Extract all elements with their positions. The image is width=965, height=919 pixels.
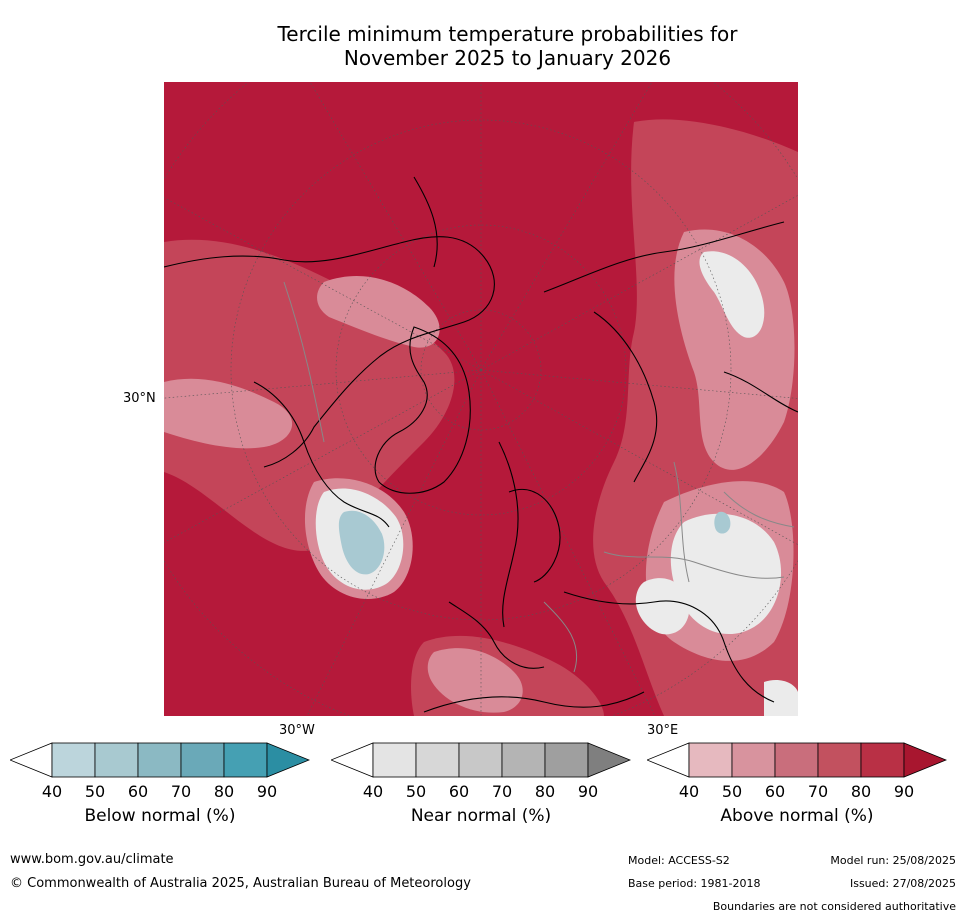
colorbar-extend-low [331, 742, 374, 778]
colorbar-segment [180, 742, 225, 778]
footer-disclaimer: Boundaries are not considered authoritat… [712, 900, 956, 913]
colorbar-above-label: Above normal (%) [720, 806, 874, 826]
colorbar-tick-label: 50 [84, 782, 106, 801]
lon-label-30w: 30°W [279, 723, 315, 738]
colorbar-tick-label: 80 [213, 782, 235, 801]
colorbar-extend-high [587, 742, 631, 778]
above-normal-light-region [164, 378, 293, 449]
below-normal-region [338, 510, 385, 575]
probability-map [164, 82, 798, 716]
near-normal-region [699, 251, 765, 338]
footer-url: www.bom.gov.au/climate [10, 852, 174, 867]
colorbar-near-label: Near normal (%) [410, 806, 552, 826]
colorbar-below-label: Below normal (%) [84, 806, 236, 826]
colorbar-extend-high [903, 742, 947, 778]
colorbar-near-svg [331, 742, 631, 778]
colorbar-segment [817, 742, 862, 778]
colorbar-segment [94, 742, 139, 778]
colorbar-tick-label: 60 [764, 782, 786, 801]
colorbar-extend-low [10, 742, 53, 778]
colorbar-segment [731, 742, 776, 778]
near-normal-region [635, 578, 690, 635]
colorbar-tick-label: 80 [534, 782, 556, 801]
colorbar-segment [415, 742, 460, 778]
lon-label-30e: 30°E [647, 723, 679, 738]
footer-base-period: Base period: 1981-2018 [628, 877, 761, 890]
country-borders [283, 281, 795, 673]
colorbar-segment [501, 742, 546, 778]
footer-model: Model: ACCESS-S2 [628, 854, 730, 867]
colorbar-tick-label: 70 [170, 782, 192, 801]
colorbar-tick-label: 70 [807, 782, 829, 801]
colorbar-segment [51, 742, 96, 778]
title-line-1: Tercile minimum temperature probabilitie… [277, 22, 738, 46]
colorbar-extend-high [266, 742, 310, 778]
colorbar-tick-label: 60 [127, 782, 149, 801]
title-line-2: November 2025 to January 2026 [343, 46, 672, 70]
above-normal-light-region [317, 276, 440, 348]
colorbar-tick-label: 90 [893, 782, 915, 801]
colorbar-tick-label: 60 [448, 782, 470, 801]
colorbar-segment [774, 742, 819, 778]
map-title: Tercile minimum temperature probabilitie… [160, 22, 855, 70]
footer-model-run: Model run: 25/08/2025 [830, 854, 956, 867]
colorbar-segment [544, 742, 589, 778]
colorbar-tick-label: 90 [256, 782, 278, 801]
colorbar-segment [860, 742, 905, 778]
map-svg [164, 82, 798, 716]
colorbar-tick-label: 70 [491, 782, 513, 801]
footer-issued: Issued: 27/08/2025 [849, 877, 956, 890]
colorbar-above-svg [647, 742, 947, 778]
footer-copyright: © Commonwealth of Australia 2025, Austra… [10, 876, 471, 891]
colorbar-segment [137, 742, 182, 778]
graticule [164, 82, 798, 716]
below-normal-region [714, 511, 731, 534]
colorbar-tick-label: 90 [577, 782, 599, 801]
lat-label-30n: 30°N [123, 391, 156, 406]
colorbar-extend-low [647, 742, 690, 778]
colorbar-tick-label: 80 [850, 782, 872, 801]
colorbar-below-svg [10, 742, 310, 778]
colorbar-tick-label: 50 [721, 782, 743, 801]
colorbar-segment [688, 742, 733, 778]
colorbar-below-normal: Below normal (%) 40 50 60 70 80 90 [10, 742, 310, 842]
above-normal-light-region [674, 229, 795, 470]
colorbar-tick-label: 40 [678, 782, 700, 801]
colorbar-near-normal: Near normal (%) 40 50 60 70 80 90 [331, 742, 631, 842]
coastlines [164, 176, 798, 713]
near-normal-region [670, 513, 782, 635]
colorbar-tick-label: 40 [41, 782, 63, 801]
colorbar-tick-label: 40 [362, 782, 384, 801]
colorbar-tick-label: 50 [405, 782, 427, 801]
colorbar-segment [458, 742, 503, 778]
colorbar-segment [372, 742, 417, 778]
colorbar-above-normal: Above normal (%) 40 50 60 70 80 90 [647, 742, 947, 842]
colorbar-segment [223, 742, 268, 778]
near-normal-region [764, 680, 798, 716]
